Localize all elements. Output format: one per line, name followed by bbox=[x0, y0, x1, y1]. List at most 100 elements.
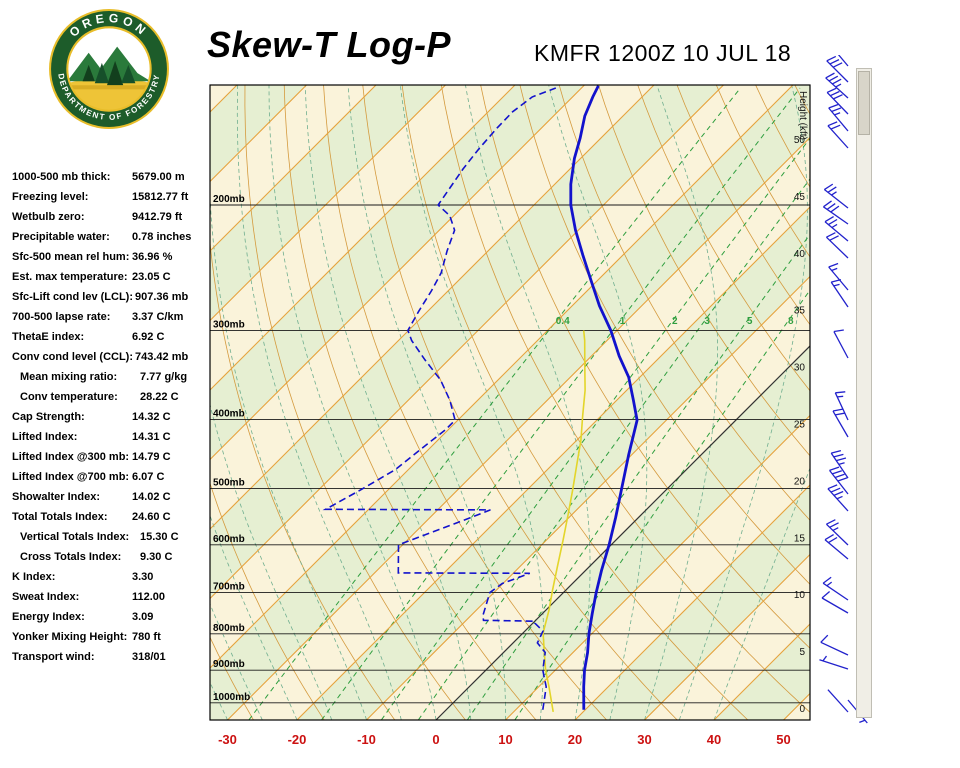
isotherm bbox=[574, 484, 810, 720]
temp-axis-label: 20 bbox=[568, 732, 582, 747]
pressure-label: 300mb bbox=[213, 319, 245, 330]
scrollbar[interactable] bbox=[856, 68, 872, 718]
index-row: Yonker Mixing Height: 780 ft bbox=[12, 627, 214, 647]
isotherm bbox=[644, 553, 810, 720]
pressure-label: 900mb bbox=[213, 659, 245, 670]
isotherm-band bbox=[210, 85, 810, 720]
dry-adiabat bbox=[440, 85, 810, 713]
index-value: 6.92 C bbox=[132, 331, 165, 343]
index-row: Transport wind: 318/01 bbox=[12, 647, 214, 667]
moist-adiabat bbox=[548, 85, 648, 720]
index-label: Precipitable water: bbox=[12, 231, 110, 243]
temp-axis-label: 50 bbox=[776, 732, 790, 747]
dry-adiabat bbox=[210, 636, 254, 720]
dry-adiabat bbox=[244, 85, 466, 720]
height-axis-label: Height (kft) bbox=[797, 91, 808, 140]
index-row: Conv cond level (CCL): 743.42 mb bbox=[12, 347, 214, 367]
index-value: 907.36 mb bbox=[135, 291, 189, 303]
index-value: 3.37 C/km bbox=[132, 311, 184, 323]
dry-adiabat bbox=[831, 79, 960, 720]
wind-barb bbox=[828, 262, 849, 291]
odf-logo: OREGON DEPARTMENT OF FORESTRY bbox=[48, 8, 170, 130]
moist-adiabat bbox=[236, 85, 402, 720]
wind-barb bbox=[824, 534, 849, 560]
index-value: 14.32 C bbox=[132, 411, 171, 423]
index-label: Lifted Index @700 mb: bbox=[12, 471, 130, 483]
index-value: 3.30 bbox=[132, 571, 154, 583]
skewt-chart: 0.4 1 2 3 5 8200mb300mb400mb500mb600mb700mb80… bbox=[170, 55, 960, 747]
dry-adiabat bbox=[598, 85, 810, 457]
mixing-ratio-line bbox=[380, 137, 810, 720]
wind-barb bbox=[830, 278, 849, 308]
height-tick-label: 35 bbox=[794, 306, 806, 317]
index-row: Mean mixing ratio: 7.77 g/kg bbox=[12, 367, 214, 387]
index-value: 36.96 % bbox=[132, 251, 173, 263]
mixing-ratio-line bbox=[248, 87, 741, 720]
index-label: Sfc-500 mean rel hum: bbox=[12, 251, 130, 263]
temp-axis-label: 10 bbox=[498, 732, 512, 747]
wind-barb bbox=[820, 634, 849, 656]
isotherm bbox=[210, 85, 377, 252]
dewpoint-trace bbox=[322, 87, 557, 710]
pressure-label: 700mb bbox=[213, 581, 245, 592]
wind-barb bbox=[824, 216, 849, 242]
moist-adiabat bbox=[465, 85, 591, 720]
isotherm bbox=[210, 85, 446, 322]
dry-adiabat bbox=[870, 79, 960, 720]
page-title: Skew-T Log-P bbox=[207, 24, 452, 65]
index-row: Sweat Index: 112.00 bbox=[12, 587, 214, 607]
wind-barb bbox=[827, 689, 849, 713]
wind-barb bbox=[823, 183, 849, 209]
wind-barb bbox=[826, 87, 849, 115]
index-row: Total Totals Index: 24.60 C bbox=[12, 507, 214, 527]
index-label: Sfc-Lift cond lev (LCL): bbox=[12, 291, 133, 303]
index-row: ThetaE index: 6.92 C bbox=[12, 327, 214, 347]
moist-adiabat bbox=[713, 466, 810, 720]
wind-barb bbox=[837, 55, 849, 67]
index-label: K Index: bbox=[12, 571, 56, 583]
height-tick-label: 30 bbox=[794, 363, 806, 374]
index-label: 700-500 lapse rate: bbox=[12, 311, 111, 323]
temp-axis-label: -30 bbox=[218, 732, 237, 747]
isotherm bbox=[210, 85, 655, 530]
index-value: 780 ft bbox=[132, 631, 161, 643]
temp-axis-label: -10 bbox=[357, 732, 376, 747]
logo-forest-scene bbox=[67, 46, 151, 111]
scrollbar-thumb[interactable] bbox=[858, 71, 870, 135]
index-label: Total Totals Index: bbox=[12, 511, 108, 523]
mixing-ratio-label: 8 bbox=[788, 316, 794, 327]
temp-axis-label: 30 bbox=[637, 732, 651, 747]
pressure-label: 200mb bbox=[213, 194, 245, 205]
height-tick-label: 25 bbox=[794, 420, 806, 431]
index-row: 1000-500 mb thick: 5679.00 m bbox=[12, 167, 214, 187]
isotherm bbox=[505, 414, 810, 720]
index-row: Est. max temperature: 23.05 C bbox=[12, 267, 214, 287]
moist-adiabat bbox=[210, 85, 367, 720]
dry-adiabat bbox=[362, 85, 678, 720]
wind-barb bbox=[825, 232, 849, 259]
index-value: 14.02 C bbox=[132, 491, 171, 503]
dry-adiabat bbox=[170, 79, 183, 720]
index-label: Cross Totals Index: bbox=[20, 551, 122, 563]
index-value: 318/01 bbox=[132, 651, 166, 663]
temp-axis-label: -20 bbox=[288, 732, 307, 747]
dry-adiabat bbox=[401, 85, 748, 720]
index-row: Wetbulb zero: 9412.79 ft bbox=[12, 207, 214, 227]
plot-area bbox=[170, 79, 960, 720]
wind-barb bbox=[829, 466, 849, 495]
pressure-label: 500mb bbox=[213, 477, 245, 488]
isotherm bbox=[210, 85, 724, 600]
mixing-ratio-label: 1 bbox=[620, 316, 626, 327]
moist-adiabat bbox=[347, 85, 507, 720]
index-label: Transport wind: bbox=[12, 651, 95, 663]
mixing-ratio-label: 0.4 bbox=[556, 316, 570, 327]
index-label: Est. max temperature: bbox=[12, 271, 128, 283]
index-value: 23.05 C bbox=[132, 271, 171, 283]
index-label: Freezing level: bbox=[12, 191, 89, 203]
index-label: ThetaE index: bbox=[12, 331, 85, 343]
moist-adiabat bbox=[304, 85, 472, 720]
isotherm bbox=[210, 85, 794, 669]
index-label: Showalter Index: bbox=[12, 491, 101, 503]
wind-barb bbox=[827, 484, 849, 512]
index-label: Energy Index: bbox=[12, 611, 85, 623]
